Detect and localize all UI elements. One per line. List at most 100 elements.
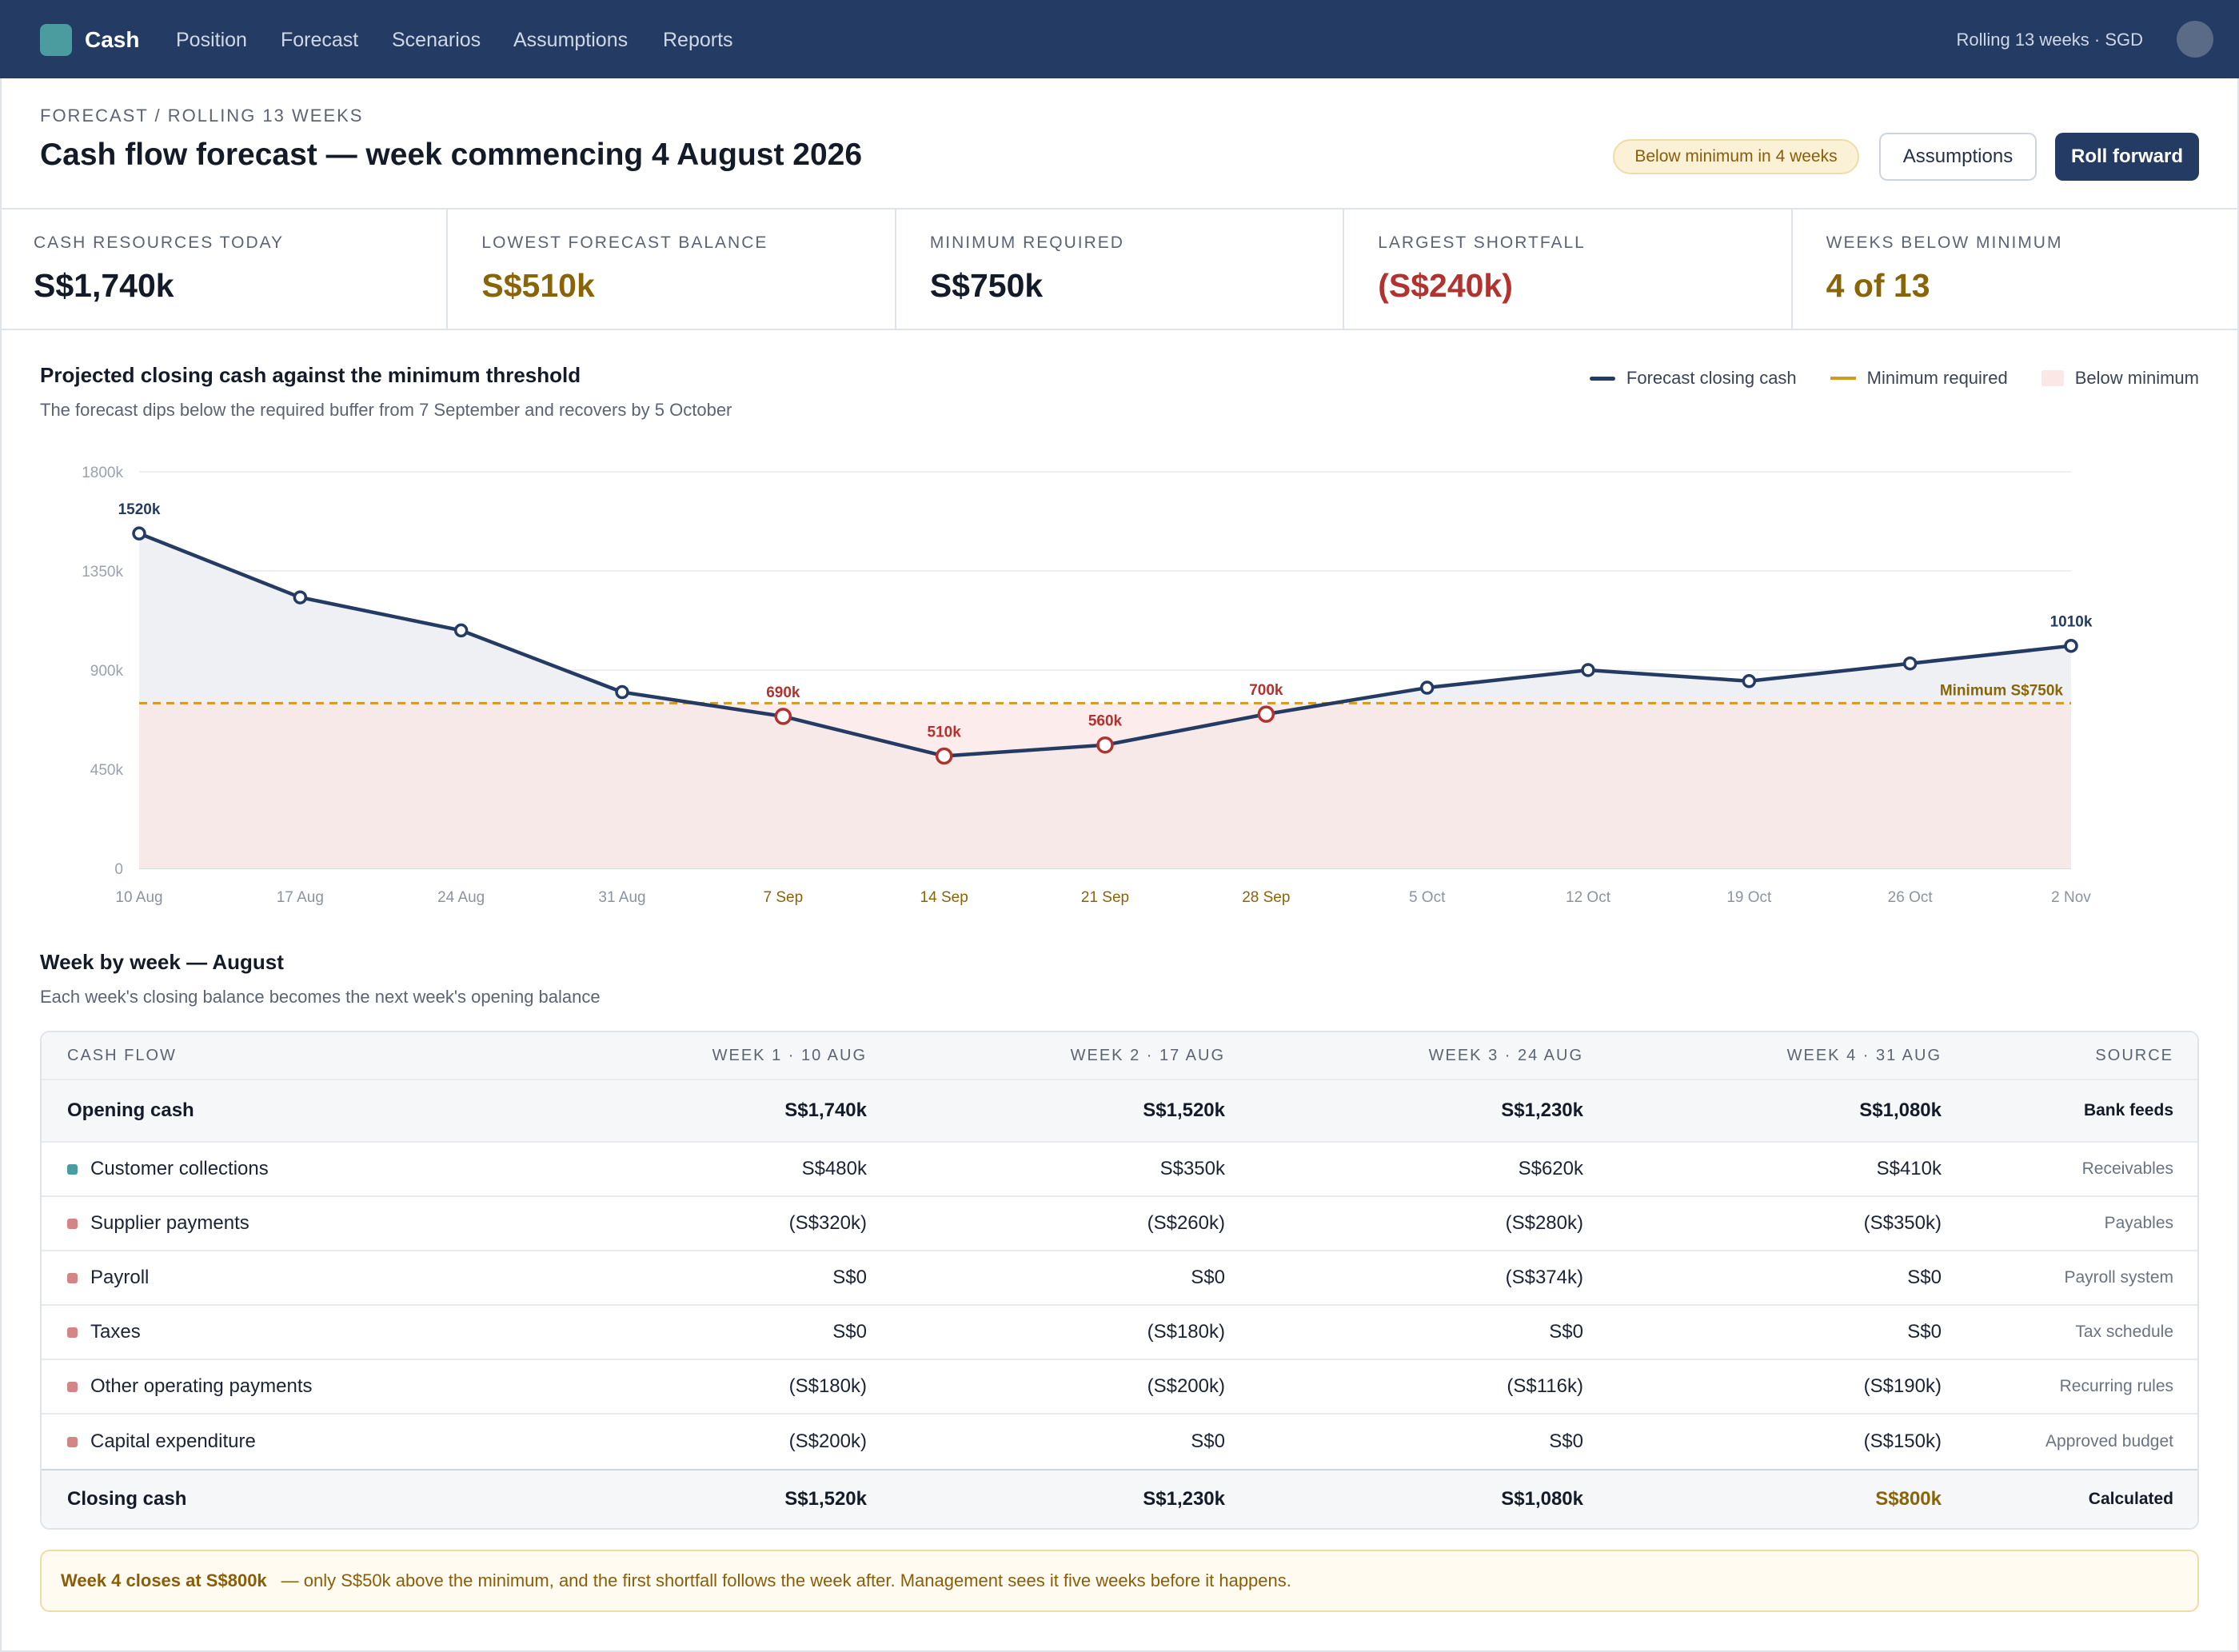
outflow-marker xyxy=(67,1218,78,1229)
outflow-marker xyxy=(67,1436,78,1447)
cell-value: S$1,520k xyxy=(1143,1099,1225,1121)
x-tick-label: 12 Oct xyxy=(1566,889,1611,906)
table-row[interactable]: Payroll S$0 S$0 (S$374k) S$0 Payroll sys… xyxy=(42,1251,2197,1306)
cell-value: S$0 xyxy=(1549,1321,1583,1343)
cell-value: (S$260k) xyxy=(1147,1212,1225,1234)
cell-source: Approved budget xyxy=(2045,1432,2173,1450)
table-row[interactable]: Other operating payments (S$180k) (S$200… xyxy=(42,1360,2197,1415)
forecast-point xyxy=(1902,656,1918,671)
cell-value: S$1,230k xyxy=(1501,1099,1583,1121)
cell-value: (S$320k) xyxy=(788,1212,867,1234)
cell-value: S$0 xyxy=(1907,1321,1942,1343)
kpi-label: WEEKS BELOW MINIMUM xyxy=(1826,233,2063,252)
inflow-marker xyxy=(67,1163,78,1175)
legend-below-label: Below minimum xyxy=(2074,368,2199,388)
y-tick-label: 450k xyxy=(90,762,124,779)
row-label-wrap: Capital expenditure xyxy=(67,1415,256,1469)
forecast-context: Rolling 13 weeks · SGD xyxy=(1956,30,2143,50)
row-label-wrap: Taxes xyxy=(67,1306,141,1359)
brand-logo[interactable] xyxy=(40,24,72,56)
cell-source: Receivables xyxy=(2081,1159,2173,1178)
x-tick-label: 21 Sep xyxy=(1081,889,1129,906)
top-nav: Cash Position Forecast Scenarios Assumpt… xyxy=(0,0,2239,78)
legend-minimum-swatch xyxy=(1830,377,1856,380)
callout-text: — only S$50k above the minimum, and the … xyxy=(281,1570,1291,1590)
cell-source: Payroll system xyxy=(2064,1268,2173,1287)
point-label: 690k xyxy=(766,684,800,701)
kpi-value: (S$240k) xyxy=(1378,267,1513,304)
assumptions-button[interactable]: Assumptions xyxy=(1879,133,2037,181)
x-tick-label: 2 Nov xyxy=(2051,889,2091,906)
point-label: 510k xyxy=(928,724,962,740)
user-avatar[interactable] xyxy=(2177,21,2213,58)
forecast-point-below xyxy=(774,708,792,725)
point-label: 560k xyxy=(1088,713,1123,730)
table-row[interactable]: Capital expenditure (S$200k) S$0 S$0 (S$… xyxy=(42,1415,2197,1469)
legend-minimum-label: Minimum required xyxy=(1866,368,2008,388)
cell-value: S$1,520k xyxy=(784,1488,867,1510)
cell-value-warning: S$800k xyxy=(1875,1488,1942,1510)
nav-item-position[interactable]: Position xyxy=(176,29,247,51)
nav-item-scenarios[interactable]: Scenarios xyxy=(392,29,481,51)
y-tick-label: 0 xyxy=(114,861,123,878)
point-label: 700k xyxy=(1249,682,1283,699)
brand-name[interactable]: Cash xyxy=(85,27,140,52)
cell-value: S$1,740k xyxy=(784,1099,867,1121)
cell-value: S$0 xyxy=(1191,1267,1225,1288)
cell-value: (S$200k) xyxy=(1147,1375,1225,1397)
row-label-wrap: Payroll xyxy=(67,1251,149,1304)
cell-value: (S$374k) xyxy=(1505,1267,1583,1288)
cell-value: (S$180k) xyxy=(1147,1321,1225,1343)
roll-forward-button[interactable]: Roll forward xyxy=(2055,133,2199,181)
y-tick-label: 1350k xyxy=(82,564,123,581)
forecast-point xyxy=(1581,663,1595,677)
cell-source: Calculated xyxy=(2088,1490,2173,1508)
cell-value: (S$200k) xyxy=(788,1431,867,1452)
table-row-opening: Opening cash S$1,740k S$1,520k S$1,230k … xyxy=(42,1080,2197,1143)
minimum-label: Minimum S$750k xyxy=(1940,682,2064,699)
cell-value: S$1,080k xyxy=(1859,1099,1942,1121)
header-source: SOURCE xyxy=(2095,1046,2173,1064)
header-week-2: WEEK 2 · 17 AUG xyxy=(1070,1046,1225,1064)
cell-value: (S$350k) xyxy=(1863,1212,1942,1234)
kpi-cash-resources: CASH RESOURCES TODAY S$1,740k xyxy=(0,209,449,329)
header-week-1: WEEK 1 · 10 AUG xyxy=(712,1046,867,1064)
row-label: Taxes xyxy=(90,1321,141,1343)
forecast-point-below xyxy=(935,747,953,765)
kpi-label: LARGEST SHORTFALL xyxy=(1378,233,1586,252)
row-label-wrap: Customer collections xyxy=(67,1143,269,1195)
row-label: Other operating payments xyxy=(90,1375,313,1397)
forecast-point xyxy=(293,590,308,605)
table-row[interactable]: Customer collections S$480k S$350k S$620… xyxy=(42,1143,2197,1197)
cell-value: S$1,080k xyxy=(1501,1488,1583,1510)
cell-value: (S$180k) xyxy=(788,1375,867,1397)
outflow-marker xyxy=(67,1272,78,1283)
table-row[interactable]: Taxes S$0 (S$180k) S$0 S$0 Tax schedule xyxy=(42,1306,2197,1360)
cell-value: S$410k xyxy=(1876,1158,1942,1179)
cell-value: (S$190k) xyxy=(1863,1375,1942,1397)
cell-value: S$0 xyxy=(1907,1267,1942,1288)
y-tick-label: 900k xyxy=(90,663,124,680)
table-row[interactable]: Supplier payments (S$320k) (S$260k) (S$2… xyxy=(42,1197,2197,1251)
row-label: Opening cash xyxy=(67,1099,194,1121)
callout-strong: Week 4 closes at S$800k xyxy=(61,1570,267,1590)
x-tick-label: 5 Oct xyxy=(1409,889,1446,906)
legend-below: Below minimum xyxy=(2041,368,2199,389)
nav-item-assumptions[interactable]: Assumptions xyxy=(513,29,629,51)
x-tick-label: 28 Sep xyxy=(1242,889,1290,906)
chart-legend: Forecast closing cash Minimum required B… xyxy=(1556,368,2199,389)
nav-item-reports[interactable]: Reports xyxy=(663,29,733,51)
cell-value: S$480k xyxy=(801,1158,867,1179)
cell-value: S$0 xyxy=(832,1267,867,1288)
cell-value: S$0 xyxy=(1191,1431,1225,1452)
cell-value: S$0 xyxy=(1549,1431,1583,1452)
nav-item-forecast[interactable]: Forecast xyxy=(281,29,359,51)
kpi-label: CASH RESOURCES TODAY xyxy=(34,233,285,252)
row-label: Closing cash xyxy=(67,1488,187,1510)
cell-source: Payables xyxy=(2104,1214,2173,1232)
row-label: Payroll xyxy=(90,1267,150,1288)
outflow-marker xyxy=(67,1381,78,1392)
x-tick-label: 31 Aug xyxy=(598,889,645,906)
x-tick-label: 26 Oct xyxy=(1888,889,1934,906)
cell-value: S$0 xyxy=(832,1321,867,1343)
